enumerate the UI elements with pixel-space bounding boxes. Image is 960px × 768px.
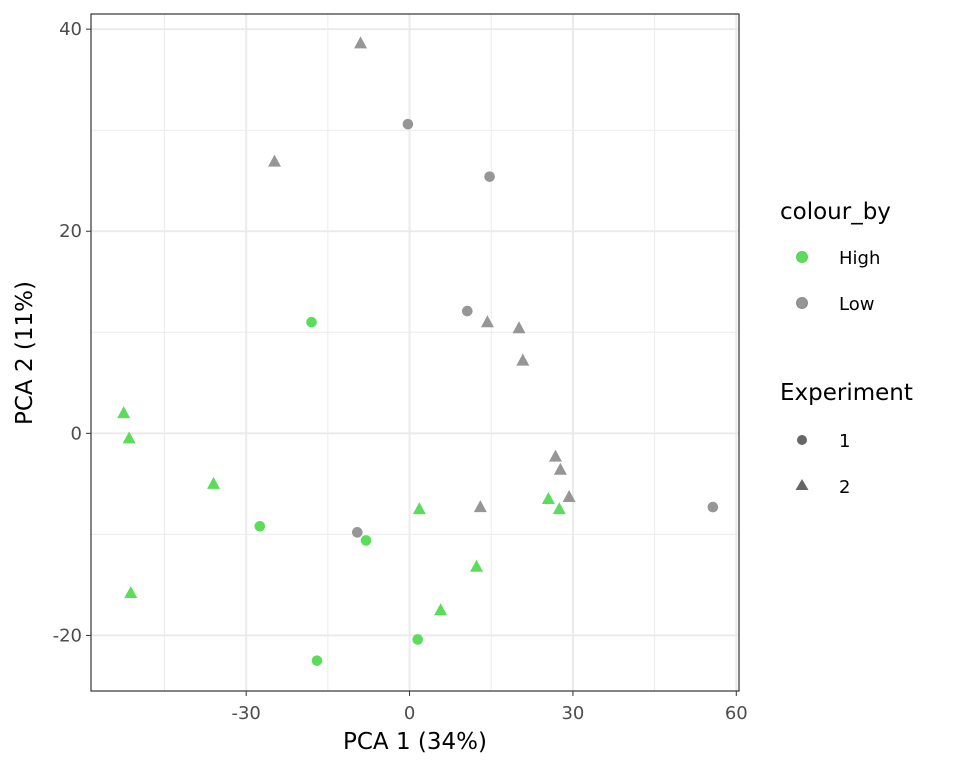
data-point-triangle: [124, 586, 138, 599]
x-tick-label: 60: [725, 703, 748, 724]
legend-exp2-label: 2: [839, 477, 850, 498]
data-point-triangle: [207, 476, 221, 489]
y-tick-label: 20: [59, 221, 82, 242]
x-axis-title: PCA 1 (34%): [343, 729, 487, 755]
y-tick-label: 40: [59, 19, 82, 40]
data-point-triangle: [354, 36, 368, 49]
tick-labels: -30 0 30 60 -20 0 20 40: [53, 19, 748, 724]
data-point-circle: [484, 171, 495, 182]
shape-legend-title: Experiment: [780, 380, 913, 406]
legend: colour_by High Low Experiment 1 2: [780, 199, 913, 498]
data-point-circle: [254, 520, 266, 532]
data-point-triangle: [122, 431, 136, 444]
data-point-circle: [351, 527, 363, 538]
y-axis-title: PCA 2 (11%): [12, 281, 38, 425]
legend-low-swatch: [796, 297, 808, 309]
x-tick-label: 30: [561, 703, 584, 724]
data-point-triangle: [552, 502, 566, 515]
data-point-triangle: [512, 321, 526, 334]
data-point-circle: [360, 535, 372, 546]
data-point-triangle: [562, 490, 576, 503]
x-tick-label: 0: [404, 703, 415, 724]
data-point-triangle: [117, 406, 131, 419]
legend-low-label: Low: [839, 294, 874, 315]
legend-circle-swatch: [797, 435, 807, 445]
data-point-circle: [311, 655, 323, 666]
data-point-triangle: [268, 154, 282, 167]
data-point-triangle: [473, 500, 487, 513]
x-tick-label: -30: [231, 703, 260, 724]
data-point-circle: [461, 305, 473, 317]
data-point-circle: [707, 501, 719, 513]
data-points: [117, 36, 719, 666]
data-point-triangle: [516, 353, 530, 366]
axis-ticks: [86, 28, 737, 696]
data-point-triangle: [541, 492, 555, 505]
y-tick-label: 0: [71, 423, 82, 444]
legend-high-label: High: [839, 248, 880, 269]
panel-border: [90, 13, 740, 692]
data-point-triangle: [412, 502, 426, 515]
grid-minor: [91, 14, 739, 691]
data-point-circle: [402, 118, 414, 130]
data-point-triangle: [470, 559, 484, 572]
legend-triangle-swatch: [795, 479, 809, 490]
data-point-circle: [306, 316, 317, 328]
data-point-triangle: [548, 449, 562, 462]
data-point-triangle: [480, 315, 494, 328]
legend-exp1-label: 1: [839, 431, 850, 452]
data-point-circle: [412, 634, 424, 645]
data-point-triangle: [434, 603, 448, 616]
legend-high-swatch: [796, 251, 808, 263]
y-tick-label: -20: [53, 625, 82, 646]
data-point-triangle: [553, 462, 567, 475]
colour-legend-title: colour_by: [780, 199, 891, 225]
